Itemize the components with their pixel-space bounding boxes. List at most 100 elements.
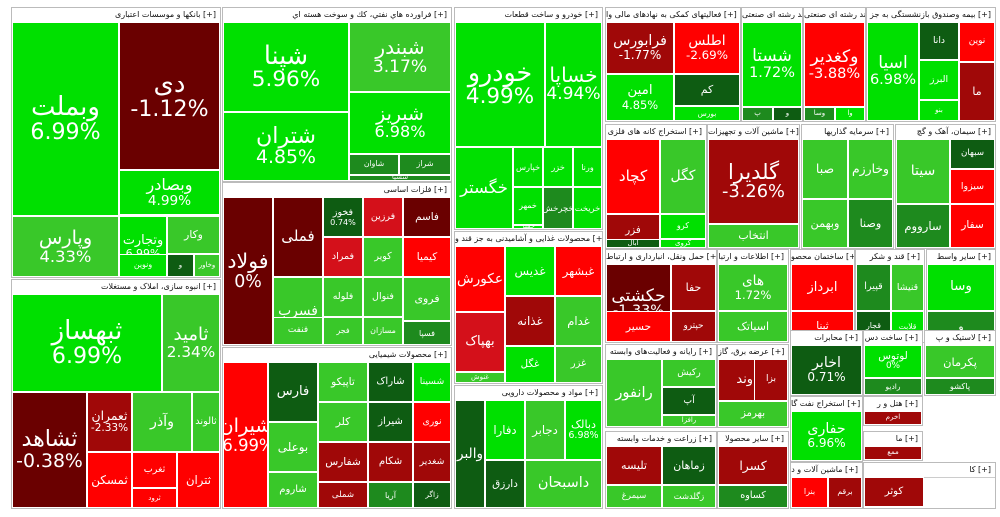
stock-tile[interactable]: غدیس (505, 246, 555, 296)
stock-tile[interactable]: فملی (273, 197, 323, 277)
stock-tile[interactable]: رکیش (662, 359, 716, 387)
stock-tile[interactable]: خزر (543, 147, 573, 187)
stock-tile[interactable]: شاوان (349, 154, 399, 175)
stock-tile[interactable]: شبریز 6.98% (349, 92, 451, 154)
stock-tile[interactable]: سارووم (896, 204, 950, 248)
stock-tile[interactable]: اخرم (864, 411, 922, 425)
stock-tile[interactable]: والبر (455, 400, 485, 508)
stock-tile[interactable]: وسا (804, 107, 835, 121)
stock-tile[interactable]: غنوش (455, 372, 505, 383)
sector-header[interactable]: استخراج کانه های فلزی [+] (606, 125, 706, 140)
stock-tile[interactable]: رافزا (662, 415, 716, 427)
stock-tile[interactable]: ثرود (132, 488, 177, 508)
stock-tile[interactable]: نوین (959, 22, 995, 62)
stock-tile[interactable]: زگلدشت (662, 485, 716, 508)
stock-tile[interactable]: بوعلی (268, 422, 318, 472)
stock-tile[interactable]: سیمرغ (606, 485, 662, 508)
stock-tile[interactable]: دجابر (525, 400, 565, 460)
stock-tile[interactable]: شاراک (368, 362, 413, 402)
stock-tile[interactable]: ثعمران -2.33% (87, 392, 132, 452)
stock-tile[interactable]: سیزوا (950, 169, 995, 204)
stock-tile[interactable]: غگل (505, 346, 555, 383)
stock-tile[interactable]: فرابورس -1.77% (606, 22, 674, 74)
stock-tile[interactable]: ثغرب (132, 452, 177, 488)
stock-tile[interactable]: رادیو (864, 378, 922, 395)
stock-tile[interactable]: زاگر (413, 482, 451, 508)
stock-tile[interactable]: کرو (660, 214, 706, 239)
stock-tile[interactable]: تلیسه (606, 446, 662, 485)
stock-tile[interactable]: فخوز 0.74% (323, 197, 363, 237)
stock-tile[interactable]: کساوه (718, 485, 788, 508)
stock-tile[interactable]: شپنا 5.96% (223, 22, 349, 112)
sector-header[interactable]: ساختمان محصو [+] (791, 250, 854, 265)
stock-tile[interactable]: شبندر 3.17% (349, 22, 451, 92)
sector-header[interactable]: سایر محصولا [+] (718, 432, 788, 447)
stock-tile[interactable]: کم (674, 74, 740, 106)
stock-tile[interactable]: دانا (919, 22, 959, 60)
stock-tile[interactable]: نوری (413, 402, 451, 442)
stock-tile[interactable]: وآذر (132, 392, 192, 452)
stock-tile[interactable]: فاسم (403, 197, 451, 237)
stock-tile[interactable]: انتخاب (708, 224, 799, 248)
stock-tile[interactable]: خپارس (513, 147, 543, 187)
stock-tile[interactable]: غبشهر (555, 246, 602, 296)
stock-tile[interactable]: غزر (555, 346, 602, 383)
stock-tile[interactable]: ثتران (177, 452, 220, 508)
stock-tile[interactable]: پ (742, 107, 773, 121)
stock-tile[interactable]: وسا (927, 264, 995, 311)
stock-tile[interactable]: های 1.72% (718, 264, 788, 311)
stock-tile[interactable]: خفنر (513, 225, 543, 229)
stock-tile[interactable]: دی -1.12% (119, 22, 220, 170)
stock-tile[interactable]: شسپا (349, 175, 451, 181)
stock-tile[interactable]: حپترو (671, 311, 716, 342)
stock-tile[interactable]: ثمسکن (87, 452, 132, 508)
stock-tile[interactable]: بهرمز (718, 401, 788, 427)
sector-header[interactable]: حمل ونقل، انبارداری و ارتباط [+] (606, 250, 716, 265)
stock-tile[interactable]: لوتوس 0% (864, 345, 922, 378)
stock-tile[interactable]: شکام (368, 442, 413, 482)
stock-tile[interactable]: خچرخش (543, 187, 573, 229)
stock-tile[interactable]: زماهان (662, 446, 716, 485)
stock-tile[interactable]: دفارا (485, 400, 525, 460)
sector-header[interactable]: فراورده هاي نفتي، كك و سوخت هسته اي [+] (223, 8, 451, 23)
sector-header[interactable]: رایانه و فعالیت‌های وابسته [+] (606, 345, 716, 360)
stock-tile[interactable]: وبهمن (802, 199, 848, 248)
sector-header[interactable]: اطلاعات و ارتبا [+] (718, 250, 788, 265)
stock-tile[interactable]: داسبحان (525, 460, 602, 508)
stock-tile[interactable]: شملی (318, 482, 368, 508)
stock-tile[interactable]: پاکشو (925, 378, 995, 395)
stock-tile[interactable]: ثشاهد -0.38% (12, 392, 87, 508)
stock-tile[interactable]: ثامید 2.34% (162, 294, 220, 392)
stock-tile[interactable]: بهپاک (455, 312, 505, 372)
sector-header[interactable]: بانکها و موسسات اعتباری [+] (12, 8, 220, 23)
sector-header[interactable]: سایر واسط [+] (927, 250, 995, 265)
stock-tile[interactable]: ورنا (573, 147, 602, 187)
stock-tile[interactable]: ونوین (119, 254, 167, 277)
stock-tile[interactable]: و (167, 254, 194, 277)
sector-header[interactable]: ماشین آلات و د [+] (791, 463, 862, 478)
stock-tile[interactable]: حفاری 6.96% (791, 411, 862, 461)
sector-header[interactable]: شرکتهای چند رشته ای صنعتی [+] (742, 8, 802, 23)
stock-tile[interactable]: وپارس 4.33% (12, 216, 119, 277)
stock-tile[interactable]: فجر (323, 317, 363, 345)
stock-tile[interactable]: ابرداز (791, 264, 854, 311)
stock-tile[interactable]: شستا 1.72% (742, 22, 802, 107)
stock-tile[interactable]: شسینا (413, 362, 451, 402)
sector-header[interactable]: محصولات شیمیایی [+] (223, 348, 451, 363)
sector-header[interactable]: سیمان، آهک و گچ [+] (896, 125, 995, 140)
stock-tile[interactable]: حسیر (606, 311, 671, 342)
stock-tile[interactable]: گلدیرا -3.26% (708, 139, 799, 224)
stock-tile[interactable]: بنو (919, 100, 959, 121)
stock-tile[interactable]: بورس (674, 106, 740, 121)
stock-tile[interactable]: وکغدیر -3.88% (804, 22, 865, 107)
stock-tile[interactable]: شیران-6.99% (223, 362, 268, 508)
stock-tile[interactable]: سبهان (950, 139, 995, 169)
stock-tile[interactable]: اسیا 6.98% (867, 22, 919, 121)
stock-tile[interactable]: وخاور (194, 254, 220, 277)
stock-tile[interactable]: فرزین (363, 197, 403, 237)
stock-tile[interactable]: خگستر (455, 147, 513, 229)
sector-header[interactable]: عرضه برق، گاز [+] (718, 345, 788, 360)
stock-tile[interactable]: وصنا (848, 199, 893, 248)
sector-header[interactable]: ساخت دس [+] (864, 331, 922, 346)
stock-tile[interactable]: برقم (828, 477, 862, 508)
